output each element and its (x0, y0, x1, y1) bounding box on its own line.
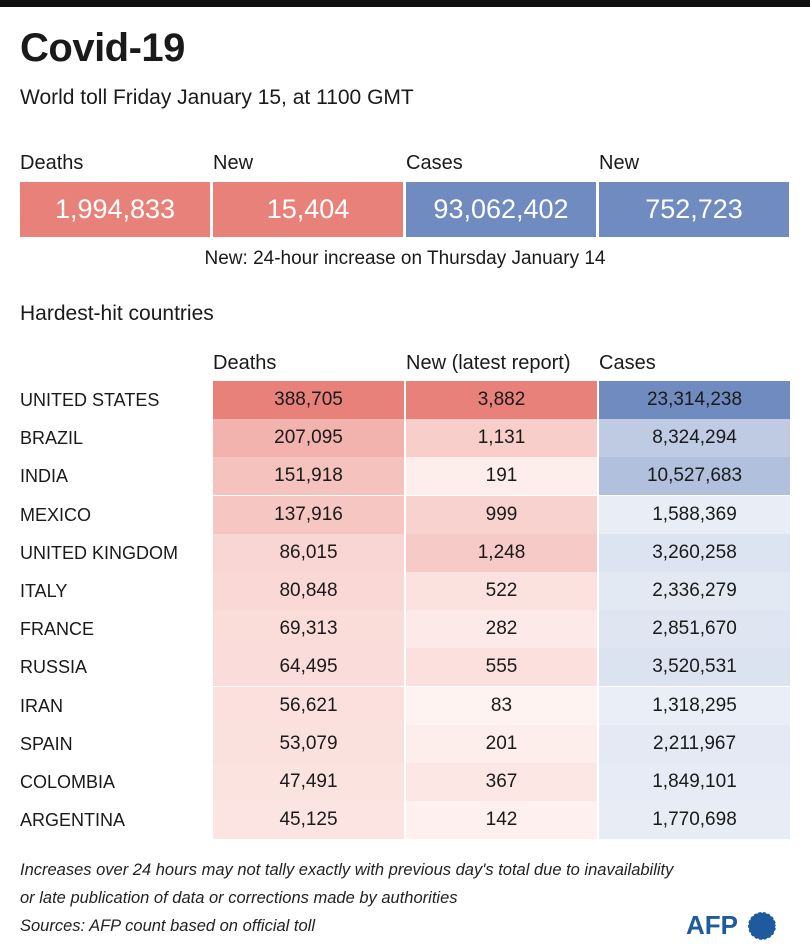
cell-deaths: 53,079 (213, 724, 404, 763)
cell-new: 83 (406, 686, 597, 725)
cell-new: 1,248 (406, 533, 597, 572)
summary-value-deaths: 1,994,833 (20, 182, 210, 237)
row-country-label: IRAN (20, 695, 64, 716)
cell-deaths: 388,705 (213, 381, 404, 419)
column-header-cases: Cases (599, 352, 656, 374)
svg-text:AFP: AFP (686, 910, 738, 940)
cell-cases: 1,770,698 (599, 801, 790, 840)
cell-cases: 3,520,531 (599, 648, 790, 687)
summary-label-new-cases: New (599, 152, 640, 174)
row-country-label: UNITED STATES (20, 390, 160, 410)
row-country-label: BRAZIL (20, 428, 84, 449)
cell-new: 999 (406, 495, 597, 534)
row-country-label: ITALY (20, 581, 68, 601)
cell-cases: 1,588,369 (599, 495, 790, 534)
row-country-label: MEXICO (20, 504, 92, 525)
cell-cases: 2,851,670 (599, 610, 790, 649)
footnote-line-2: or late publication of data or correctio… (20, 889, 458, 907)
cell-new: 282 (406, 610, 597, 649)
top-bar (0, 0, 810, 7)
summary-value-cases: 93,062,402 (406, 182, 596, 237)
cell-deaths: 207,095 (213, 419, 404, 458)
cell-new: 191 (406, 457, 597, 496)
row-country-label: INDIA (20, 466, 69, 487)
cell-cases: 3,260,258 (599, 533, 790, 572)
row-country-label: RUSSIA (20, 657, 88, 678)
cell-deaths: 151,918 (213, 457, 404, 496)
cell-cases: 8,324,294 (599, 419, 790, 458)
cell-cases: 23,314,238 (599, 381, 790, 419)
summary-note: New: 24-hour increase on Thursday Januar… (204, 248, 606, 269)
footnote-line-1: Increases over 24 hours may not tally ex… (20, 861, 674, 879)
cell-cases: 1,318,295 (599, 686, 790, 725)
column-header-deaths: Deaths (213, 352, 277, 374)
cell-deaths: 56,621 (213, 686, 404, 725)
cell-deaths: 80,848 (213, 572, 404, 610)
cell-cases: 1,849,101 (599, 763, 790, 801)
page-subtitle: World toll Friday January 15, at 1100 GM… (20, 86, 414, 109)
row-country-label: ARGENTINA (20, 810, 126, 831)
row-country-label: COLOMBIA (20, 772, 116, 792)
cell-new: 142 (406, 801, 597, 840)
source-note: Sources: AFP count based on official tol… (20, 917, 316, 935)
cell-deaths: 137,916 (213, 495, 404, 534)
cell-new: 3,882 (406, 381, 597, 419)
summary-value-new-cases: 752,723 (599, 182, 789, 237)
cell-deaths: 47,491 (213, 763, 404, 801)
cell-cases: 2,211,967 (599, 724, 790, 763)
row-country-label: UNITED KINGDOM (20, 542, 179, 563)
cell-new: 555 (406, 648, 597, 687)
summary-label-deaths: Deaths (20, 152, 84, 174)
afp-logo: AFP (686, 906, 778, 951)
cell-cases: 10,527,683 (599, 457, 790, 496)
column-header-new: New (latest report) (406, 352, 571, 374)
cell-new: 367 (406, 763, 597, 801)
cell-new: 1,131 (406, 419, 597, 458)
cell-deaths: 64,495 (213, 648, 404, 687)
page-title: Covid-19 (20, 26, 185, 70)
section-title: Hardest-hit countries (20, 302, 214, 325)
cell-cases: 2,336,279 (599, 572, 790, 610)
cell-deaths: 86,015 (213, 533, 404, 572)
row-country-label: SPAIN (20, 733, 73, 754)
cell-new: 522 (406, 572, 597, 610)
row-country-label: FRANCE (20, 619, 95, 640)
summary-label-new-deaths: New (213, 152, 254, 174)
cell-deaths: 45,125 (213, 801, 404, 840)
summary-label-cases: Cases (406, 152, 463, 174)
cell-deaths: 69,313 (213, 610, 404, 649)
summary-value-new-deaths: 15,404 (213, 182, 403, 237)
cell-new: 201 (406, 724, 597, 763)
